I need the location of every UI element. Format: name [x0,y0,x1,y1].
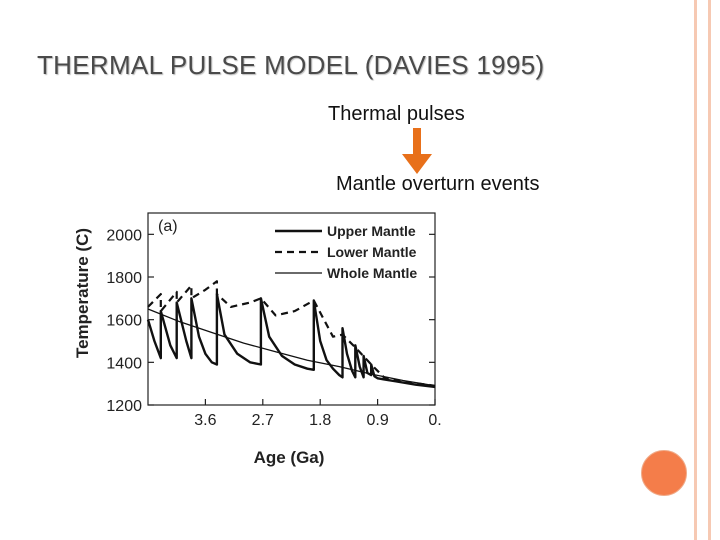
chart-legend: Upper Mantle Lower Mantle Whole Mantle [275,223,417,281]
y-tick-label: 2000 [106,227,142,244]
legend-label: Upper Mantle [327,223,416,239]
y-tick-label: 1600 [106,313,142,330]
chart-axes: 1200 1400 1600 1800 2000 3.6 2.7 1.8 0.9 0. [106,212,442,429]
chart-series-layer [146,280,436,389]
x-tick-label: 1.8 [309,412,331,429]
y-tick-label: 1800 [106,270,142,287]
decorative-circle [641,450,687,496]
y-axis-label: Temperature (C) [73,228,92,358]
series-line-lower-mantle [147,280,436,387]
legend-label: Lower Mantle [327,244,417,260]
right-rail-outer [708,0,711,540]
caption-mantle-overturn: Mantle overturn events [336,173,540,195]
y-tick-label: 1200 [106,398,142,415]
slide-title: THERMAL PULSE MODEL (DAVIES 1995) [37,50,545,80]
legend-label: Whole Mantle [327,265,417,281]
x-tick-label: 0.9 [366,412,388,429]
panel-label: (a) [158,218,178,235]
x-axis-label: Age (Ga) [254,448,325,467]
down-arrow-icon [402,128,432,174]
caption-thermal-pulses: Thermal pulses [328,103,465,125]
x-tick-label: 0. [428,412,441,429]
x-tick-label: 3.6 [194,412,216,429]
x-tick-label: 2.7 [252,412,274,429]
y-tick-label: 1400 [106,355,142,372]
right-rail-inner [694,0,697,540]
thermal-pulse-chart: 1200 1400 1600 1800 2000 3.6 2.7 1.8 0.9 0. Upper… [73,212,442,467]
series-line-upper-mantle [146,292,436,389]
series-line-whole-mantle [147,308,436,387]
